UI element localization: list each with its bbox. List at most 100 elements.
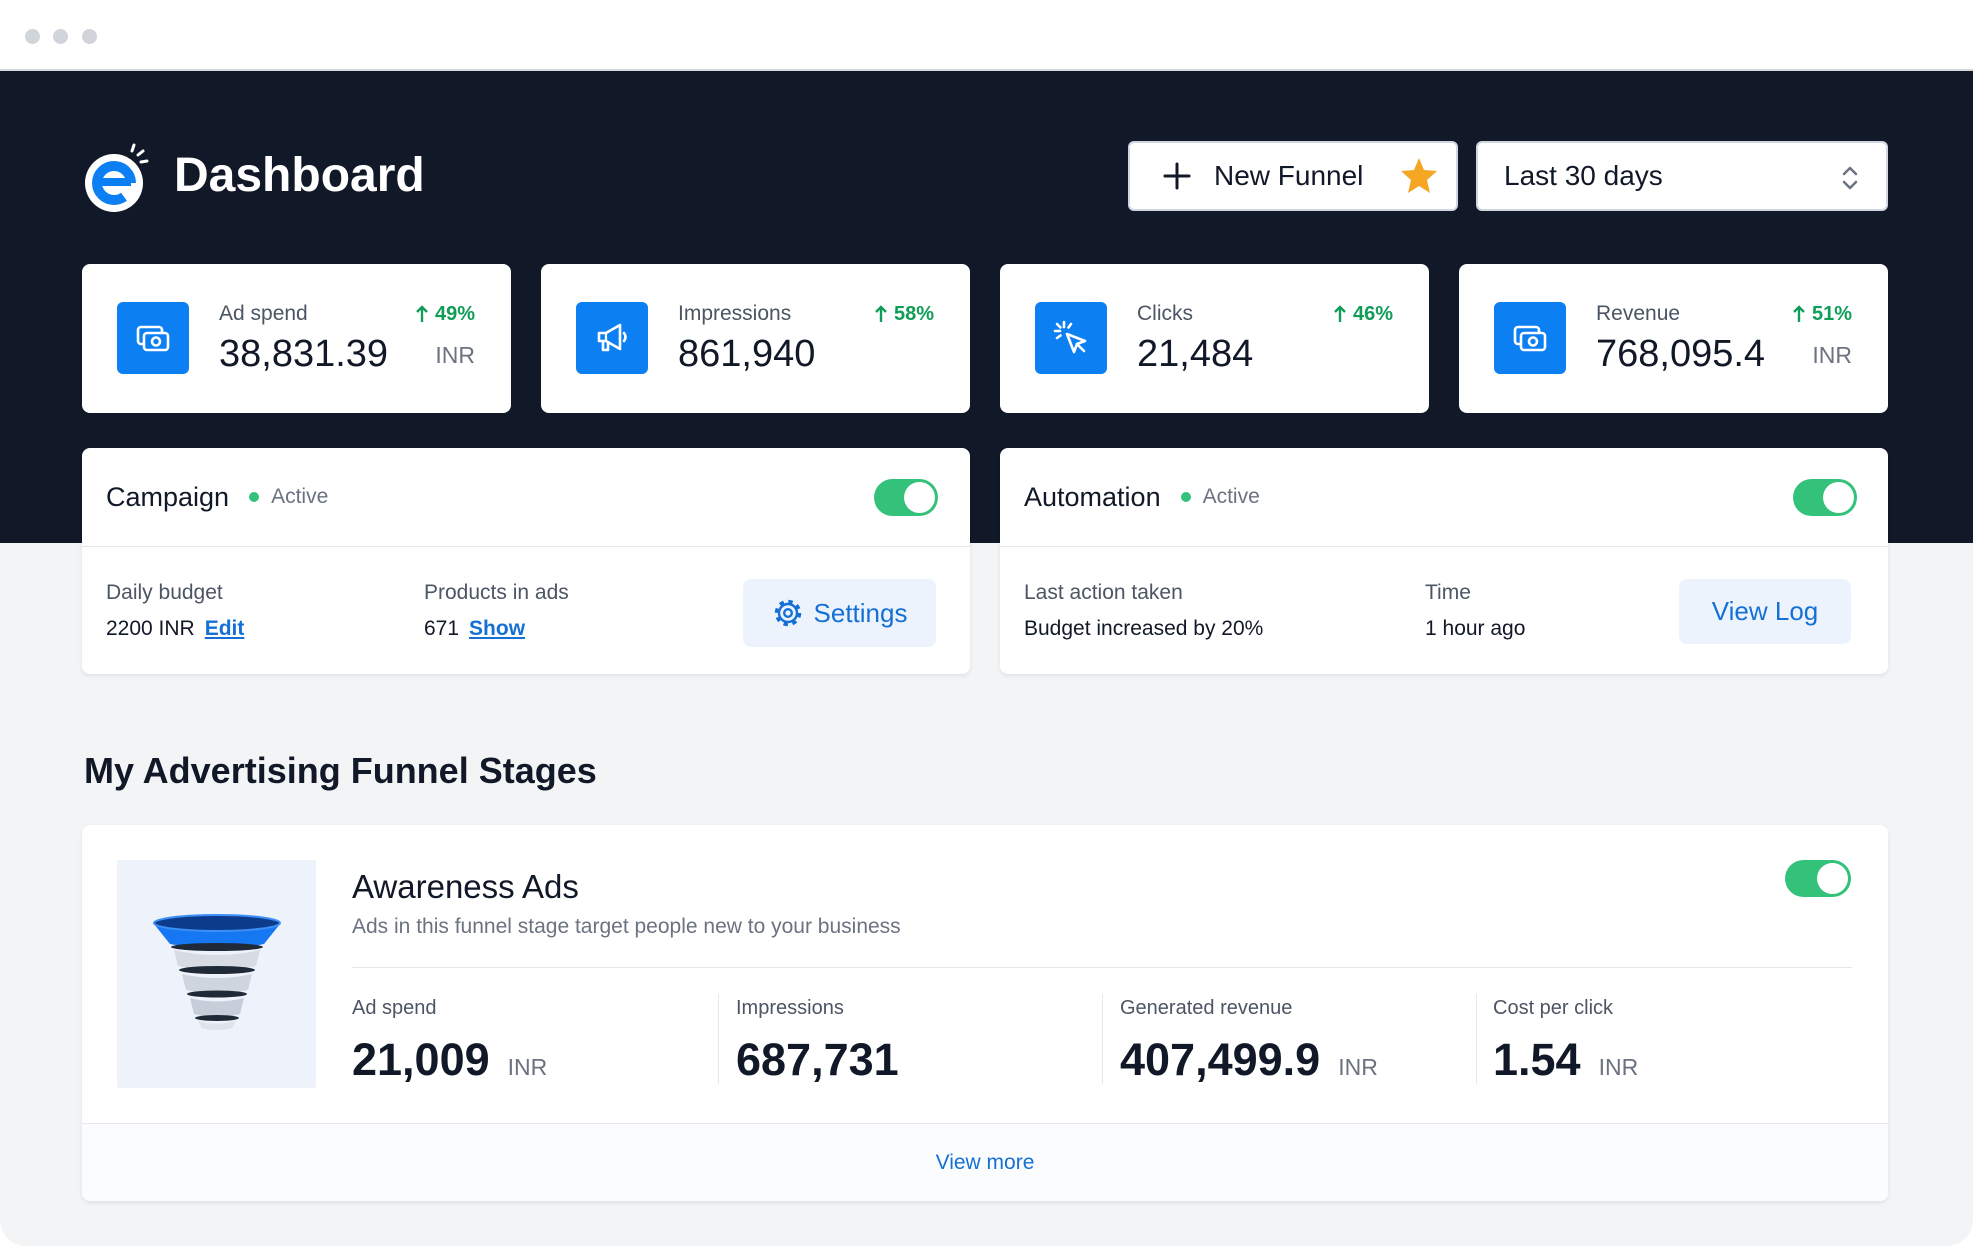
stat-value: 768,095.4 [1596,333,1766,375]
toggle-knob [1817,863,1848,894]
metric-unit: INR [1598,1054,1639,1080]
daily-budget-field: Daily budget 2200 INR Edit [106,581,244,641]
automation-panel: Automation Active Last action taken Budg… [1000,448,1888,674]
time-value: 1 hour ago [1425,617,1526,640]
field-value: 2200 INR Edit [106,617,244,641]
campaign-panel-header: Campaign Active [82,448,970,547]
date-range-select[interactable]: Last 30 days [1476,141,1888,211]
arrow-up-icon [1793,305,1805,322]
products-in-ads-field: Products in ads 671 Show [424,581,569,641]
arrow-up-icon [416,305,428,322]
metric-separator [1476,994,1477,1084]
stat-unit: INR [1812,342,1852,368]
new-funnel-label: New Funnel [1214,160,1364,191]
stat-change: 49% [415,302,475,326]
stat-value: 21,484 [1137,333,1254,375]
brand-e-logo-icon[interactable] [82,141,152,213]
money-icon [1494,302,1566,374]
daily-budget-value: 2200 INR [106,617,195,640]
edit-budget-link[interactable]: Edit [204,617,245,640]
money-icon [117,302,189,374]
automation-title: Automation [1024,481,1161,512]
window-maximize-dot[interactable] [82,29,97,44]
metric-generated-revenue: Generated revenue 407,499.9 INR [1120,996,1378,1086]
stat-change-value: 51% [1811,303,1852,325]
funnel-stage-card: Awareness Ads Ads in this funnel stage t… [82,825,1888,1201]
status-dot [1180,492,1191,502]
field-label: Last action taken [1024,581,1183,604]
stat-label: Ad spend [219,302,308,325]
metric-value: 21,009 [352,1034,490,1085]
last-action-value: Budget increased by 20% [1024,617,1264,640]
stat-label: Clicks [1137,302,1193,325]
view-log-button[interactable]: View Log [1679,579,1851,644]
window-minimize-dot[interactable] [53,29,68,44]
metric-row: 687,731 [736,1034,899,1086]
divider [352,967,1852,968]
funnel-icon [153,914,281,1030]
metric-row: 407,499.9 INR [1120,1034,1378,1086]
metric-label: Impressions [736,997,844,1019]
automation-toggle[interactable] [1793,479,1857,516]
stat-change: 58% [874,302,934,326]
gear-icon [774,599,801,627]
stat-label: Impressions [678,302,792,325]
metric-label: Generated revenue [1120,997,1293,1019]
metric-label: Ad spend [352,997,437,1019]
megaphone-icon [576,302,648,374]
stat-label: Revenue [1596,302,1681,325]
metric-value: 1.54 [1493,1034,1581,1085]
campaign-title: Campaign [106,481,230,512]
field-label: Daily budget [106,581,223,604]
campaign-panel: Campaign Active Daily budget 2200 INR Edi… [82,448,970,674]
star-icon [1401,158,1438,193]
cursor-click-icon [1035,302,1107,374]
stat-card-revenue[interactable]: Revenue 768,095.4 51% INR [1459,264,1888,413]
automation-panel-header: Automation Active [1000,448,1888,547]
stat-change: 46% [1333,302,1393,326]
stat-change-value: 46% [1352,303,1393,325]
stage-footer: View more [82,1123,1888,1201]
show-products-link[interactable]: Show [469,617,526,640]
stat-card-impressions[interactable]: Impressions 861,940 58% [541,264,970,413]
metric-row: 21,009 INR [352,1034,547,1086]
page-title: Dashboard [174,149,425,202]
stage-description: Ads in this funnel stage target people n… [352,915,901,938]
window-close-dot[interactable] [25,29,40,44]
arrow-up-icon [875,305,887,322]
settings-button[interactable]: Settings [743,579,936,647]
metric-impressions: Impressions 687,731 [736,996,899,1086]
metric-unit: INR [507,1054,548,1080]
date-range-value: Last 30 days [1504,160,1663,191]
section-heading: My Advertising Funnel Stages [84,750,597,791]
campaign-toggle[interactable] [874,479,938,516]
metric-ad-spend: Ad spend 21,009 INR [352,996,547,1086]
funnel-stage-image [117,860,316,1088]
plus-icon [1163,162,1191,190]
toggle-knob [1823,482,1854,513]
metric-value: 407,499.9 [1120,1034,1321,1085]
stat-change-value: 49% [434,303,475,325]
arrow-up-icon [1334,305,1346,322]
automation-status: Active [1202,485,1260,508]
settings-label: Settings [813,597,908,628]
campaign-status: Active [271,485,329,508]
metric-separator [718,994,719,1084]
status-dot [249,492,260,502]
stat-change: 51% [1792,302,1852,326]
view-more-link[interactable]: View more [935,1150,1035,1174]
field-label: Time [1425,581,1471,604]
stage-toggle[interactable] [1785,860,1851,897]
new-funnel-button[interactable]: New Funnel [1128,141,1458,211]
stat-unit: INR [435,342,475,368]
view-log-label: View Log [1711,596,1819,626]
metric-row: 1.54 INR [1493,1034,1638,1086]
stat-card-ad-spend[interactable]: Ad spend 38,831.39 49% INR [82,264,511,413]
chevron-up-down-icon [1842,166,1858,190]
stat-card-clicks[interactable]: Clicks 21,484 46% [1000,264,1429,413]
metric-label: Cost per click [1493,997,1614,1019]
window-titlebar [0,0,1973,71]
metric-value: 687,731 [736,1034,899,1085]
stat-change-value: 58% [893,303,934,325]
